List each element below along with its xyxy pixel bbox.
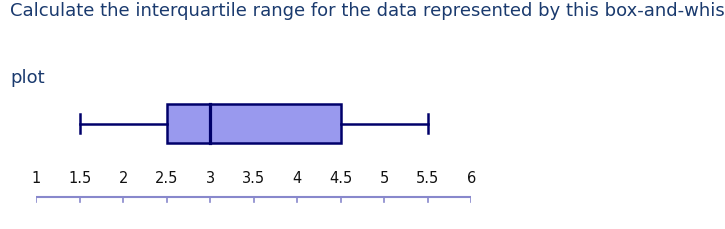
Text: Calculate the interquartile range for the data represented by this box-and-whisk: Calculate the interquartile range for th… <box>10 2 725 20</box>
Bar <box>167 104 341 143</box>
Text: plot: plot <box>10 69 45 87</box>
